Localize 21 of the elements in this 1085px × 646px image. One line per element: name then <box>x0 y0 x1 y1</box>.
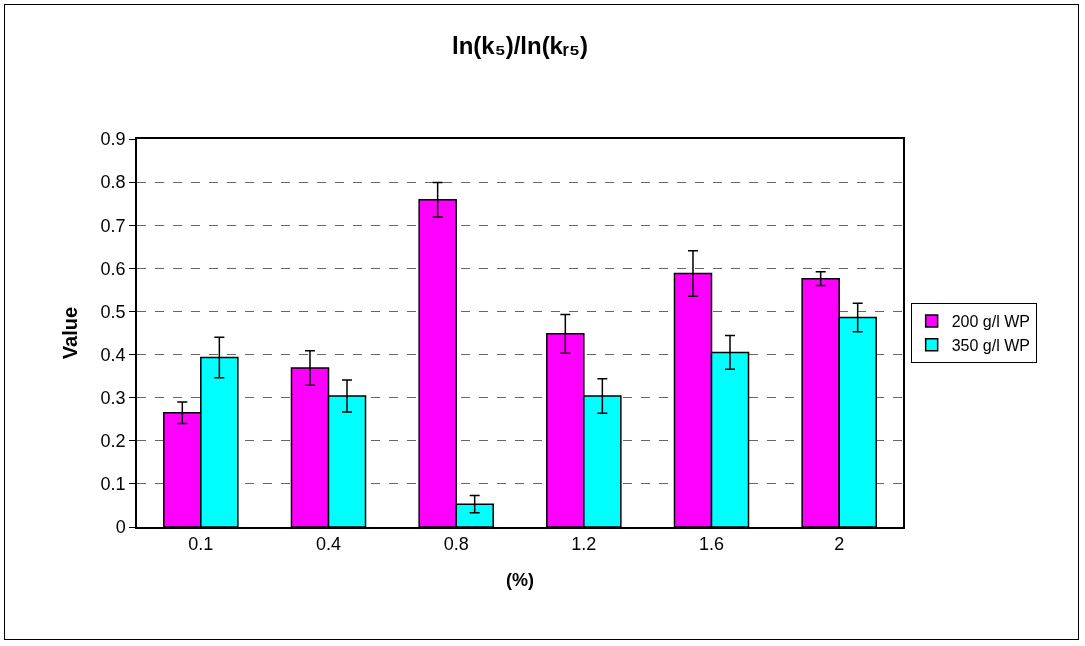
legend-label: 200 g/l WP <box>951 313 1030 331</box>
y-tick-label: 0.9 <box>100 129 126 150</box>
x-axis-title: (%) <box>506 569 534 590</box>
y-tick-label: 0.4 <box>100 344 126 365</box>
y-tick-label: 0.5 <box>100 301 126 322</box>
x-tick-label: 1.6 <box>698 534 725 555</box>
chart-title: ln(k₅)/ln(kᵣ₅) <box>451 31 589 59</box>
x-tick-label: 1.2 <box>571 534 597 555</box>
y-tick-label: 0.2 <box>100 431 126 452</box>
y-tick-label: 0.1 <box>100 474 126 495</box>
y-axis-title: Value <box>58 306 81 360</box>
x-tick-label: 0.8 <box>443 534 469 555</box>
y-tick-label: 0.7 <box>100 215 126 236</box>
y-tick-label: 0.3 <box>100 387 126 408</box>
y-tick-label: 0.8 <box>100 172 126 193</box>
legend-label: 350 g/l WP <box>951 336 1030 354</box>
x-tick-label: 2 <box>834 534 845 555</box>
y-tick-label: 0 <box>115 517 126 538</box>
x-tick-label: 0.4 <box>315 534 342 555</box>
y-tick-label: 0.6 <box>100 258 126 279</box>
x-tick-label: 0.1 <box>188 534 214 555</box>
